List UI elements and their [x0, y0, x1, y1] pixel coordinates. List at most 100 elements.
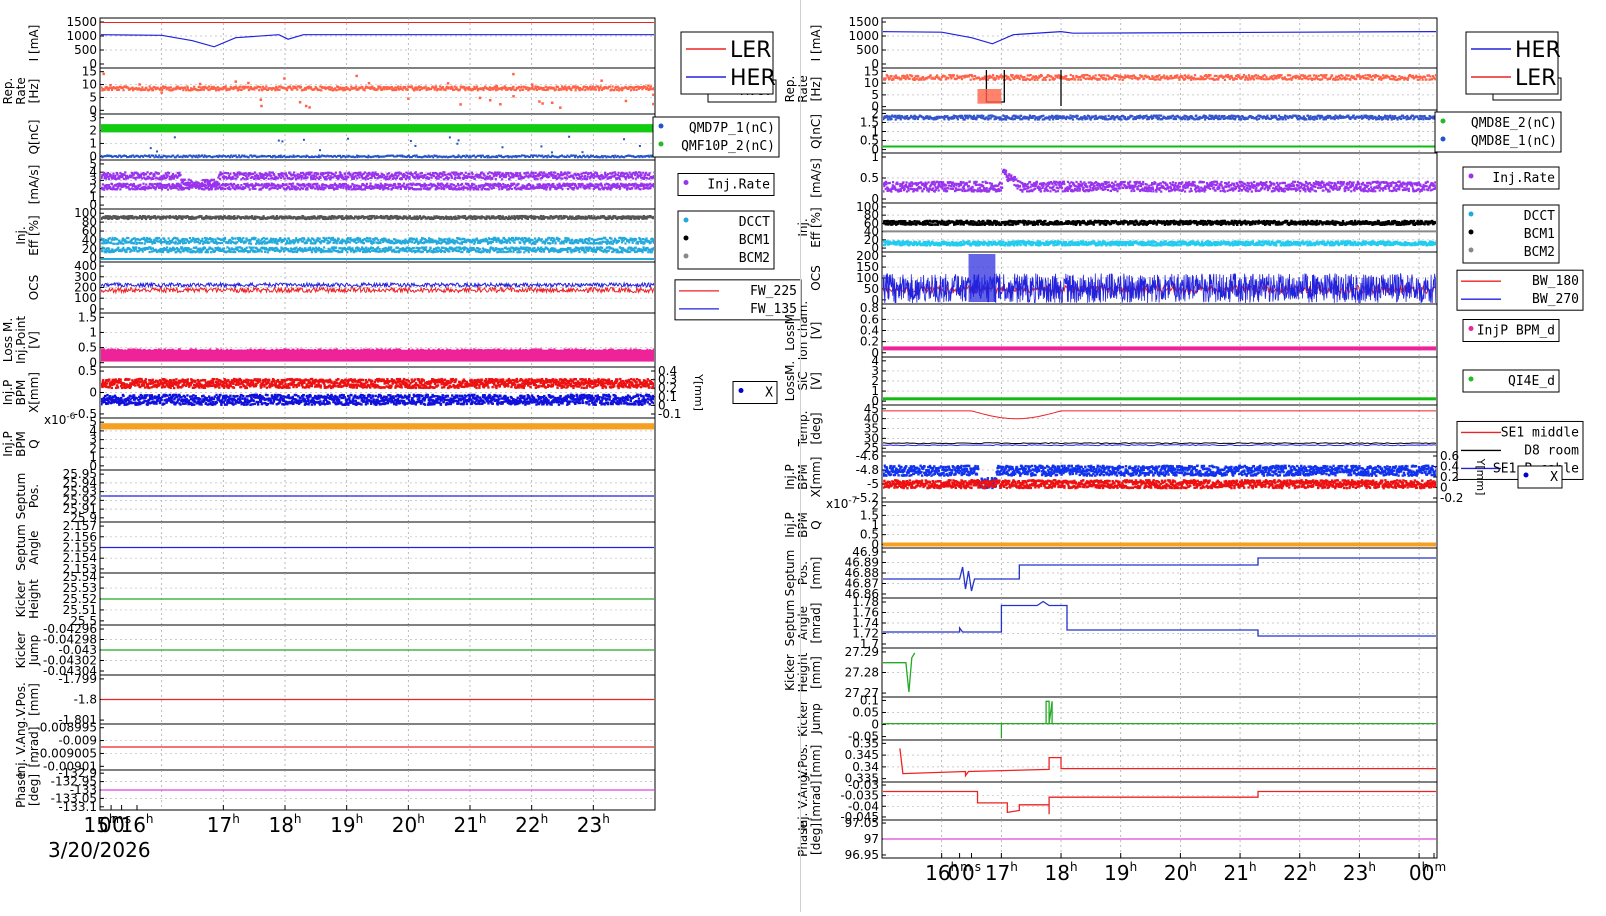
- y-axis-label: Eff [%]: [809, 207, 823, 247]
- y-tick-label: 27.28: [845, 666, 879, 680]
- legend-swatch: [1469, 230, 1474, 235]
- series-group: [882, 397, 1437, 400]
- rep-rate-dip-band: [977, 89, 1001, 104]
- y2-axis-label: Y[mm]: [692, 373, 705, 411]
- x-tick-label: 23h: [577, 812, 610, 837]
- x-tick-label: 22h: [515, 812, 548, 837]
- panel-frame: [882, 452, 1437, 502]
- y-axis-label: BPM: [796, 464, 810, 490]
- y-axis-label: Septum: [783, 600, 797, 647]
- panel-legend: Inj.Rate: [1463, 167, 1559, 189]
- legend-entry: InjP BPM_d: [1477, 324, 1555, 339]
- legend-entry: HER: [1515, 38, 1561, 63]
- x-tick-label: 18h: [1045, 860, 1078, 885]
- y-axis-label: Kicker: [796, 700, 810, 737]
- y-tick-label: 0.5: [78, 364, 97, 378]
- y-tick-label: -5: [867, 477, 879, 491]
- y-axis-label: Pos.: [796, 561, 810, 585]
- legend-entry: SE1 middle: [1501, 425, 1579, 440]
- y-axis-label: Angle: [796, 606, 810, 640]
- x-tick-label: 20h: [392, 812, 425, 837]
- y-tick-label: 500: [74, 43, 97, 57]
- y-axis-label: Q: [27, 439, 41, 448]
- legend-swatch: [739, 388, 744, 393]
- y-axis-label: Inj. V.Ang.: [14, 717, 28, 777]
- series-injp-bpm-d: [882, 346, 1437, 350]
- x-tick-label: 19h: [330, 812, 363, 837]
- y-tick-label: -1.799: [58, 672, 97, 686]
- legend-swatch: [1469, 212, 1474, 217]
- y-tick-label: 0: [89, 386, 97, 400]
- legend-entry: BW_270: [1532, 292, 1579, 307]
- y-axis-label: Inj.Point: [14, 316, 28, 364]
- y-axis-label: [deg]: [27, 774, 41, 806]
- y-tick-label: -133.1: [58, 800, 97, 814]
- y-axis-label: BPM: [14, 431, 28, 457]
- y-axis-label: Rate: [14, 77, 28, 105]
- y-axis-label: Inj.P: [1, 431, 15, 457]
- legend-entry: BW_180: [1532, 274, 1579, 289]
- y-axis-label: Rate: [796, 75, 810, 103]
- legend-swatch: [684, 218, 689, 223]
- y2-axis-label: Y[mm]: [1474, 458, 1487, 496]
- panel-legend: Inj.Rate: [678, 174, 774, 196]
- x-tick-label: 20h: [1164, 860, 1197, 885]
- panel-legend: InjP BPM_d: [1463, 320, 1559, 342]
- legend-swatch: [1441, 119, 1446, 124]
- ocs-block: [969, 254, 996, 302]
- y-axis-label: [mm]: [809, 656, 823, 689]
- y-axis-label: [V]: [27, 331, 41, 349]
- legend-entry: X: [1550, 470, 1558, 485]
- series-bpm-q: [100, 423, 655, 429]
- y-tick-label: -4.8: [856, 463, 879, 477]
- y-axis-label: Ion cham.: [796, 301, 810, 360]
- panel-frame: [100, 18, 655, 68]
- y-axis-label: Septum: [14, 524, 28, 571]
- y-axis-label: Inj.P: [783, 512, 797, 538]
- y-axis-label: Phase: [14, 772, 28, 808]
- legend-swatch: [659, 124, 664, 129]
- y-axis-label: Q[nC]: [809, 114, 823, 149]
- y-axis-label: LossM.: [783, 361, 797, 402]
- legend-entry: LER: [730, 38, 771, 63]
- y-axis-label: Jump: [27, 635, 41, 666]
- legend-swatch: [1524, 473, 1529, 478]
- y-tick-label: 97.05: [845, 816, 879, 830]
- panel-legend: QMD8E_2(nC)QMD8E_1(nC): [1435, 112, 1561, 152]
- y-tick-label: 1000: [66, 29, 97, 43]
- y-tick-label: 1500: [848, 15, 879, 29]
- y-axis-label: Septum: [783, 550, 797, 597]
- panel-legend: QI4E_d: [1463, 370, 1559, 392]
- y-axis-label: [mrad]: [27, 727, 41, 768]
- y-axis-label: [Hz]: [809, 77, 823, 102]
- series-qi4e-d: [882, 397, 1437, 400]
- y-axis-label: Kicker: [783, 654, 797, 691]
- y-axis-label: Inj.: [14, 226, 28, 244]
- y-axis-label: X[mm]: [809, 457, 823, 498]
- y-multiplier: x10-7: [826, 496, 857, 511]
- legend-swatch: [684, 236, 689, 241]
- y-axis-label: Q: [809, 520, 823, 529]
- y-tick-label: 1000: [848, 29, 879, 43]
- panel-frame: [882, 697, 1437, 740]
- legend-entry: QI4E_d: [1508, 374, 1555, 389]
- series-bpm-q: [882, 542, 1437, 546]
- y-axis-label: [mm]: [27, 683, 41, 716]
